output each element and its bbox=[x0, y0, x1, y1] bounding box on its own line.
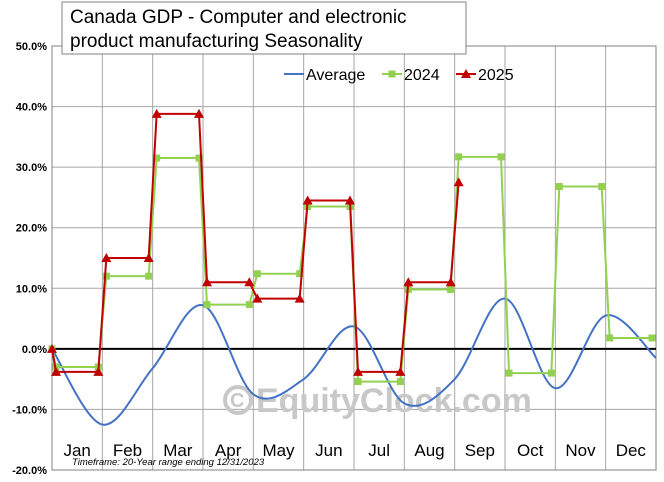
title-line-1: Canada GDP - Computer and electronic bbox=[70, 7, 407, 28]
grid bbox=[51, 45, 657, 471]
data-point-2024 bbox=[497, 153, 505, 161]
data-point-2024 bbox=[145, 272, 153, 280]
data-point-2024 bbox=[447, 285, 455, 293]
x-axis: Jan Feb Mar Apr May Jun Jul Aug Sep Oct Nov Dec bbox=[63, 441, 646, 460]
x-tick-label: Sep bbox=[465, 441, 495, 460]
legend-label-2024: 2024 bbox=[404, 67, 440, 84]
data-point-2025 bbox=[445, 277, 456, 287]
data-point-2024 bbox=[598, 183, 606, 191]
x-tick-label: Jul bbox=[368, 441, 390, 460]
legend-label-2025: 2025 bbox=[478, 67, 514, 84]
watermark-text: EquityClock.com bbox=[256, 382, 532, 420]
data-point-2025 bbox=[403, 277, 414, 287]
x-tick-label: Oct bbox=[517, 441, 544, 460]
data-point-2024 bbox=[648, 334, 656, 342]
y-tick-label: 30.0% bbox=[16, 162, 47, 174]
data-point-2025 bbox=[252, 293, 263, 303]
x-tick-label: Nov bbox=[565, 441, 596, 460]
data-point-2025 bbox=[302, 195, 313, 205]
y-tick-label: 10.0% bbox=[16, 283, 47, 295]
y-tick-label: 20.0% bbox=[16, 223, 47, 235]
y-tick-label: 40.0% bbox=[16, 102, 47, 114]
y-tick-label: 50.0% bbox=[16, 41, 47, 53]
data-point-2024 bbox=[245, 301, 253, 309]
x-tick-label: Feb bbox=[113, 441, 142, 460]
data-point-2025 bbox=[395, 366, 406, 376]
title-box bbox=[61, 1, 467, 55]
data-point-2025 bbox=[93, 366, 104, 376]
watermark: EquityClock.com C bbox=[223, 382, 532, 420]
x-tick-label: May bbox=[262, 441, 295, 460]
chart-title: Canada GDP - Computer and electronic pro… bbox=[61, 1, 467, 55]
timeframe-footnote: Timeframe: 20-Year range ending 12/31/20… bbox=[72, 457, 265, 468]
legend-item-average: Average bbox=[284, 67, 365, 84]
watermark-copyright-icon bbox=[223, 385, 253, 415]
data-point-2025 bbox=[453, 177, 464, 187]
data-point-2024 bbox=[455, 153, 463, 161]
data-point-2024 bbox=[555, 183, 563, 191]
data-point-2024 bbox=[505, 369, 513, 377]
series bbox=[47, 108, 657, 426]
x-tick-label: Jun bbox=[315, 441, 342, 460]
data-point-2025 bbox=[194, 108, 204, 118]
data-point-2025 bbox=[101, 253, 112, 262]
legend-marker-2025 bbox=[461, 69, 471, 78]
x-tick-label: Jan bbox=[63, 441, 90, 460]
data-point-2025 bbox=[244, 277, 255, 287]
data-point-2024 bbox=[203, 301, 211, 309]
legend-marker-2024 bbox=[388, 70, 396, 78]
data-point-2025 bbox=[47, 343, 57, 353]
legend: Average 2024 2025 bbox=[284, 67, 514, 84]
data-point-2024 bbox=[253, 270, 261, 278]
x-tick-label: Mar bbox=[163, 441, 193, 460]
x-tick-label: Aug bbox=[414, 441, 444, 460]
data-point-2024 bbox=[153, 154, 161, 162]
data-point-2025 bbox=[294, 293, 305, 303]
data-point-2024 bbox=[547, 369, 555, 377]
data-point-2025 bbox=[353, 366, 363, 376]
y-tick-label: 0.0% bbox=[22, 344, 47, 356]
series-line-2025 bbox=[51, 112, 460, 373]
data-point-2025 bbox=[202, 277, 212, 287]
data-point-2025 bbox=[151, 108, 162, 118]
watermark-c-glyph: C bbox=[230, 390, 244, 412]
legend-label-average: Average bbox=[306, 67, 365, 84]
y-tick-label: -20.0% bbox=[12, 465, 47, 477]
series-line-average bbox=[51, 297, 657, 426]
data-point-2024 bbox=[195, 154, 203, 162]
y-axis: -20.0% -10.0% 0.0% 10.0% 20.0% 30.0% 40.0% 50.0… bbox=[12, 41, 47, 477]
y-tick-label: -10.0% bbox=[12, 404, 47, 416]
data-point-2024 bbox=[354, 378, 362, 386]
data-point-2024 bbox=[606, 334, 614, 342]
data-point-2024 bbox=[296, 270, 304, 278]
data-point-2025 bbox=[51, 366, 61, 376]
data-point-2025 bbox=[345, 195, 355, 205]
x-tick-label: Dec bbox=[616, 441, 647, 460]
legend-item-2025: 2025 bbox=[456, 67, 514, 84]
x-tick-label: Apr bbox=[215, 441, 242, 460]
legend-item-2024: 2024 bbox=[382, 67, 440, 84]
title-line-2: product manufacturing Seasonality bbox=[70, 31, 363, 52]
data-point-2025 bbox=[143, 253, 154, 262]
data-point-2024 bbox=[396, 378, 404, 386]
data-point-2024 bbox=[102, 272, 110, 280]
